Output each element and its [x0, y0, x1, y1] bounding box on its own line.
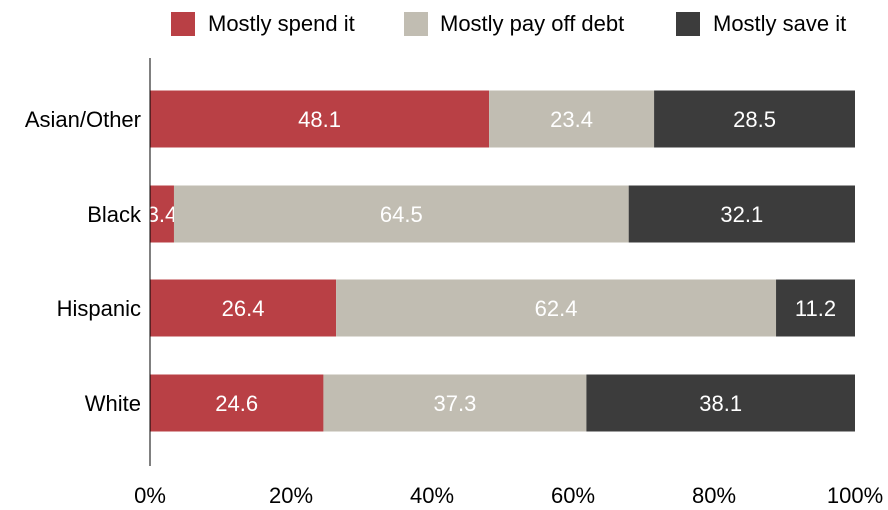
bar-segment-3-3 — [776, 279, 855, 337]
data-label-1-3: 28.5 — [733, 107, 776, 132]
bar-segment-3-1 — [150, 279, 337, 337]
x-axis-tick-labels: 0% 20% 40% 60% 80% 100% — [134, 483, 883, 508]
x-tick-label-5: 80% — [692, 483, 736, 508]
data-label-1-2: 23.4 — [550, 107, 593, 132]
bars: 48.1 23.4 28.5 3.4 64.5 32.1 26.4 62.4 11.2 24.6 3… — [147, 90, 855, 432]
bar-segment-2-3 — [628, 185, 855, 243]
data-label-2-3: 32.1 — [720, 202, 763, 227]
bar-segment-4-2 — [323, 374, 587, 432]
bar-row-3: 26.4 62.4 11.2 — [150, 279, 855, 337]
data-label-3-2: 62.4 — [535, 296, 578, 321]
bar-segment-2-2 — [173, 185, 629, 243]
bar-segment-1-2 — [489, 90, 655, 148]
bar-row-1: 48.1 23.4 28.5 — [150, 90, 855, 148]
data-label-3-3: 11.2 — [795, 296, 836, 321]
x-tick-label-4: 60% — [551, 483, 595, 508]
category-label-3: Hispanic — [57, 296, 141, 321]
legend-label-3: Mostly save it — [713, 11, 846, 36]
bar-row-4: 24.6 37.3 38.1 — [150, 374, 855, 432]
legend-label-2: Mostly pay off debt — [440, 11, 624, 36]
bar-segment-1-3 — [654, 90, 855, 148]
data-label-2-1: 3.4 — [147, 202, 178, 227]
bar-row-2: 3.4 64.5 32.1 — [147, 185, 855, 243]
x-tick-label-1: 0% — [134, 483, 166, 508]
bar-segment-1-1 — [150, 90, 490, 148]
x-tick-label-2: 20% — [269, 483, 313, 508]
bar-segment-2-1 — [150, 185, 174, 243]
legend-label-1: Mostly spend it — [208, 11, 355, 36]
category-label-2: Black — [87, 202, 142, 227]
data-label-3-1: 26.4 — [222, 296, 265, 321]
legend-swatch-1 — [171, 12, 195, 36]
data-label-4-3: 38.1 — [699, 391, 742, 416]
legend-swatch-3 — [676, 12, 700, 36]
data-label-4-1: 24.6 — [215, 391, 258, 416]
category-labels: Asian/Other Black Hispanic White — [25, 107, 142, 416]
category-label-1: Asian/Other — [25, 107, 141, 132]
bar-segment-4-1 — [150, 374, 324, 432]
legend: Mostly spend it Mostly pay off debt Mostly… — [171, 11, 846, 36]
data-label-2-2: 64.5 — [380, 202, 423, 227]
x-tick-label-6: 100% — [827, 483, 883, 508]
bar-segment-3-2 — [336, 279, 777, 337]
legend-swatch-2 — [404, 12, 428, 36]
x-tick-label-3: 40% — [410, 483, 454, 508]
data-label-1-1: 48.1 — [298, 107, 341, 132]
data-label-4-2: 37.3 — [433, 391, 476, 416]
category-label-4: White — [85, 391, 141, 416]
bar-segment-4-3 — [586, 374, 855, 432]
